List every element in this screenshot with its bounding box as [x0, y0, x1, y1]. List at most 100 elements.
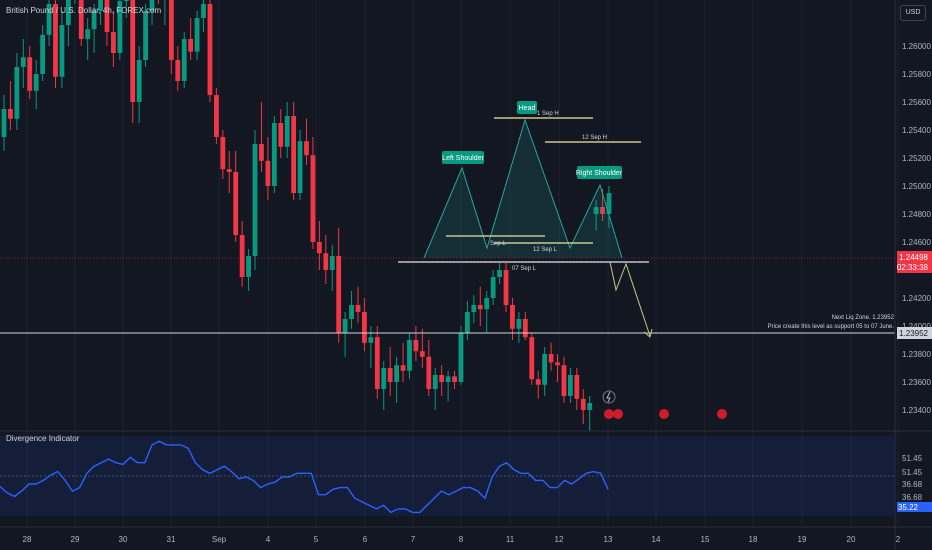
candle-body	[394, 365, 400, 382]
uk-flag-event-icon[interactable]	[604, 409, 614, 419]
candle-body	[143, 11, 148, 60]
us-flag-event-icon-2[interactable]	[659, 409, 669, 419]
candle-body	[33, 74, 39, 91]
chart-grid	[26, 0, 899, 527]
indicator-title: Divergence Indicator	[6, 434, 80, 443]
lightning-glyph-icon	[606, 391, 611, 403]
candle-body	[59, 25, 65, 77]
events-markers[interactable]	[602, 390, 727, 419]
candle-body	[1, 109, 7, 137]
candle-body	[207, 4, 213, 95]
time-tick-label: 15	[701, 535, 710, 544]
sep-low-label: Sep L	[490, 241, 506, 247]
indicator-level-label: 36.68	[902, 493, 923, 502]
candle-body	[8, 109, 13, 119]
liq-zone-label-1: Next Liq Zone. 1.23952	[832, 315, 895, 321]
candle-body	[445, 376, 451, 382]
candle-body	[246, 256, 251, 277]
candle-body	[91, 11, 97, 30]
candle-body	[201, 4, 206, 18]
candle-body	[53, 4, 58, 77]
candle-body	[490, 277, 496, 298]
candle-body	[349, 305, 354, 319]
currency-button[interactable]: USD	[900, 5, 926, 21]
time-tick-label: 4	[266, 535, 271, 544]
candle-body	[497, 270, 502, 277]
indicator-level-label: 36.68	[902, 480, 923, 489]
candle-body	[529, 337, 535, 380]
head-and-shoulders-pattern	[423, 118, 623, 259]
candle-body	[226, 169, 232, 172]
price-tick-label: 1.23400	[902, 406, 931, 415]
candle-body	[458, 333, 464, 382]
candle-body	[111, 32, 116, 53]
liq-price-tag: 1.23952	[897, 327, 932, 339]
candle-body	[561, 365, 567, 396]
us-flag-event-icon[interactable]	[613, 409, 623, 419]
time-tick-label: 30	[119, 535, 128, 544]
candle-body	[310, 155, 316, 242]
time-tick-label: 12	[555, 535, 564, 544]
svg-text:Left Shoulder: Left Shoulder	[442, 155, 484, 162]
candle-body	[168, 0, 174, 60]
candle-body	[123, 0, 129, 2]
price-axis[interactable]: 1.26000 1.25800 1.25600 1.25400 1.25200 1.250…	[902, 42, 931, 415]
candle-body	[265, 160, 271, 186]
time-tick-label: 5	[314, 535, 319, 544]
countdown-value: 02:33:38	[897, 263, 929, 272]
price-tick-label: 1.23800	[902, 350, 931, 359]
candle-body	[362, 312, 367, 343]
projection-path	[609, 261, 651, 337]
candle-body	[484, 298, 490, 310]
indicator-axis: 51.45 51.45 36.68 36.68	[902, 454, 923, 502]
svg-text:Right Shoulder: Right Shoulder	[576, 170, 623, 177]
candle-body	[85, 29, 91, 39]
time-tick-label: 29	[71, 535, 80, 544]
candle-body	[27, 57, 33, 91]
lightning-event-icon[interactable]	[602, 390, 616, 404]
time-tick-label: Sep	[212, 535, 227, 544]
liq-price-value: 1.23952	[899, 329, 928, 338]
candle-body	[368, 337, 374, 343]
candle-body	[355, 305, 361, 312]
candle-body	[98, 0, 103, 11]
candle-body	[188, 39, 194, 52]
current-price-tag: 1.24498 02:33:38	[897, 251, 932, 273]
pattern-outline	[423, 118, 623, 259]
time-tick-label: 14	[652, 535, 661, 544]
candle-body	[465, 312, 470, 333]
us-flag-event-icon-3[interactable]	[717, 409, 727, 419]
time-tick-label: 6	[363, 535, 368, 544]
time-tick-label: 28	[23, 535, 32, 544]
candle-body	[432, 375, 438, 389]
indicator-level-label: 51.45	[902, 454, 923, 463]
svg-text:Head: Head	[519, 105, 536, 112]
price-tick-label: 1.24000	[902, 322, 931, 331]
candle-body	[600, 207, 605, 214]
indicator-line	[0, 440, 609, 514]
candle-body	[387, 368, 393, 382]
candle-body	[136, 60, 142, 102]
sep07-low-label: 07 Sep L	[512, 266, 537, 272]
liq-zone-label-2: Price create this level as support 05 to…	[768, 324, 895, 330]
candle-body	[477, 305, 483, 310]
candle-body	[130, 0, 136, 102]
candle-body	[580, 398, 586, 410]
candle-body	[419, 351, 425, 357]
candle-body	[213, 95, 219, 137]
candle-body	[606, 193, 612, 214]
sep1-high-label: 1 Sep H	[537, 111, 559, 117]
candle-body	[413, 340, 419, 352]
candle-body	[271, 123, 277, 186]
candle-body	[574, 375, 580, 399]
candle-body	[40, 34, 46, 74]
time-axis[interactable]: 28 29 30 31 Sep 4 5 6 7 8 11 12 13 14 15 18 19 20 2	[23, 535, 901, 544]
candle-body	[593, 207, 599, 214]
candle-body	[555, 362, 560, 366]
head-tag: Head	[517, 101, 537, 114]
candle-body	[503, 270, 509, 305]
candle-body	[46, 4, 52, 35]
candle-body	[542, 354, 548, 385]
